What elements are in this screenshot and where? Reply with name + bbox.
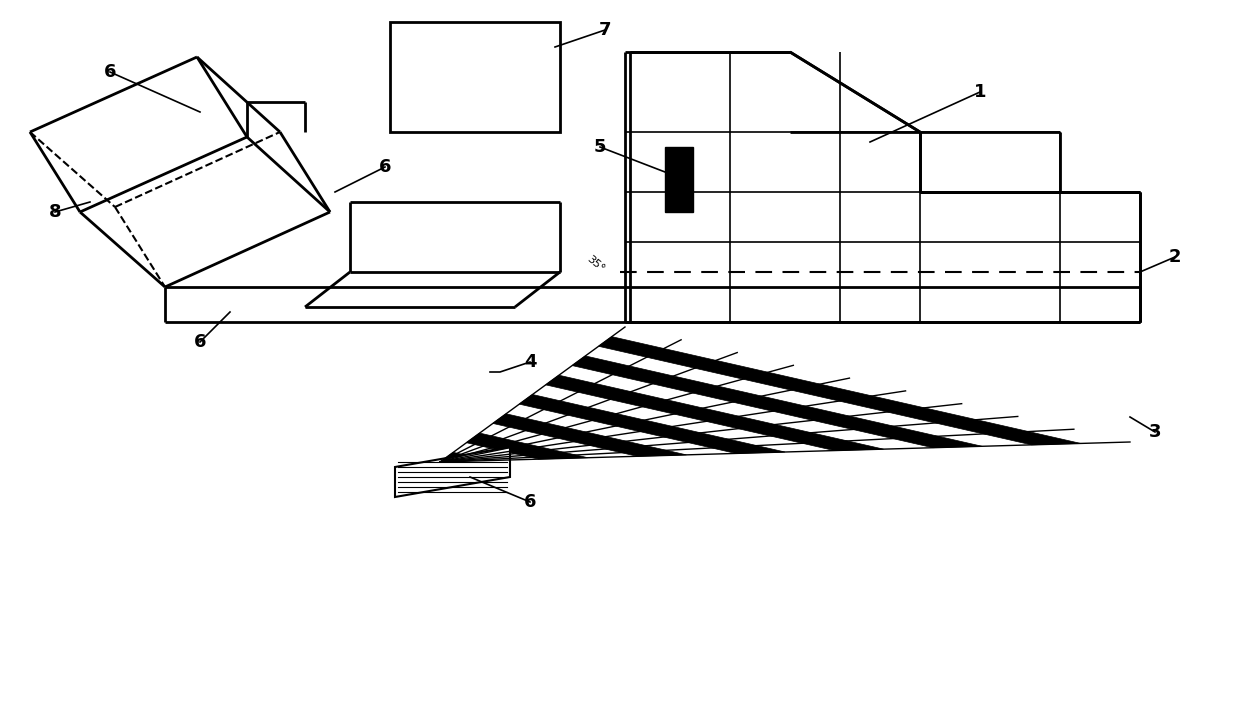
Polygon shape	[466, 433, 588, 459]
Bar	[391, 22, 560, 132]
Text: 5: 5	[594, 138, 606, 156]
Polygon shape	[520, 395, 785, 453]
Text: 6: 6	[523, 493, 536, 511]
Text: 3: 3	[1148, 423, 1161, 441]
Text: 6: 6	[104, 63, 117, 81]
Text: 2: 2	[1169, 248, 1182, 266]
Text: 4: 4	[523, 353, 536, 371]
Polygon shape	[546, 375, 884, 451]
Text: 7: 7	[599, 21, 611, 39]
Text: 8: 8	[48, 203, 61, 221]
Polygon shape	[492, 413, 687, 456]
Text: 1: 1	[973, 83, 986, 101]
Polygon shape	[440, 452, 490, 462]
Polygon shape	[572, 356, 982, 448]
Text: 35°: 35°	[585, 254, 606, 274]
Text: 6: 6	[378, 158, 392, 176]
Bar	[665, 147, 693, 212]
Text: 6: 6	[193, 333, 206, 351]
Polygon shape	[599, 337, 1081, 445]
Polygon shape	[396, 447, 510, 497]
